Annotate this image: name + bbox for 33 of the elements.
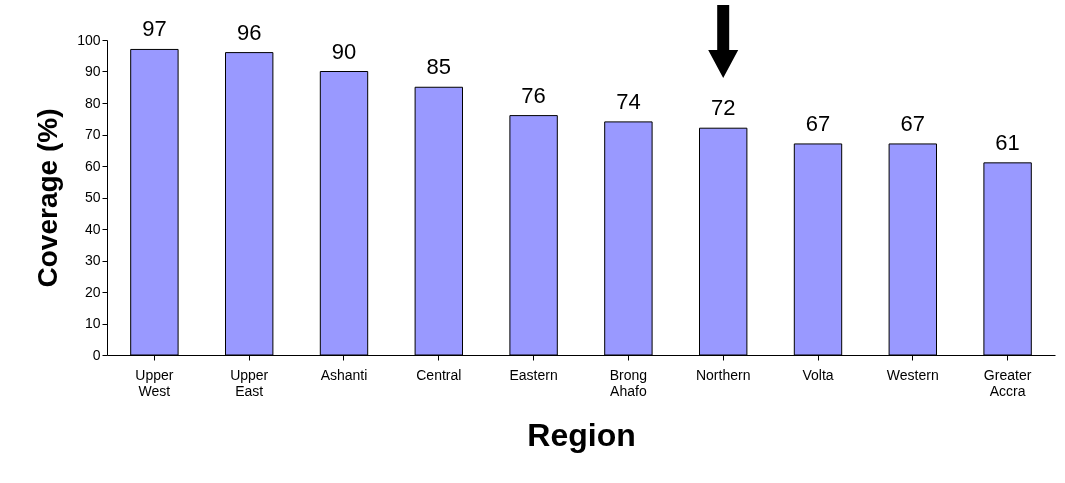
x-tick-label: Greater Accra <box>983 366 1032 399</box>
data-label: 74 <box>616 88 641 114</box>
x-tick-label: Ashanti <box>320 366 368 383</box>
data-label: 90 <box>331 38 357 64</box>
data-label: 96 <box>236 19 262 45</box>
x-tick-label: Upper West <box>135 366 174 399</box>
x-tick-label: Eastern <box>509 366 558 383</box>
y-tick-label: 10 <box>84 315 101 331</box>
x-tick-label: Central <box>416 366 462 383</box>
y-tick-label: 0 <box>92 346 101 363</box>
x-tick-label: Volta <box>802 366 834 383</box>
y-axis-title: Coverage (%) <box>32 108 64 288</box>
y-tick-label: 50 <box>84 189 101 205</box>
data-label: 67 <box>900 110 926 136</box>
y-tick-label: 60 <box>84 157 101 174</box>
y-tick-label: 80 <box>84 94 101 111</box>
y-tick-label: 90 <box>84 63 101 79</box>
x-axis-title: Region <box>527 416 636 453</box>
y-tick-label: 40 <box>84 220 101 237</box>
x-tick-label: Western <box>886 366 939 383</box>
y-tick-label: 100 <box>77 31 101 48</box>
data-label: 85 <box>426 54 452 80</box>
data-label: 72 <box>710 95 736 121</box>
data-label: 76 <box>521 82 546 108</box>
data-label: 97 <box>142 16 167 42</box>
data-label: 61 <box>995 129 1020 155</box>
y-tick-label: 30 <box>84 252 101 268</box>
x-tick-label: Brong Ahafo <box>609 366 648 399</box>
y-tick-label: 20 <box>84 283 101 300</box>
data-label: 67 <box>805 110 831 136</box>
x-tick-label: Northern <box>695 366 751 383</box>
y-tick-label: 70 <box>84 126 101 142</box>
x-tick-label: Upper East <box>230 366 269 399</box>
